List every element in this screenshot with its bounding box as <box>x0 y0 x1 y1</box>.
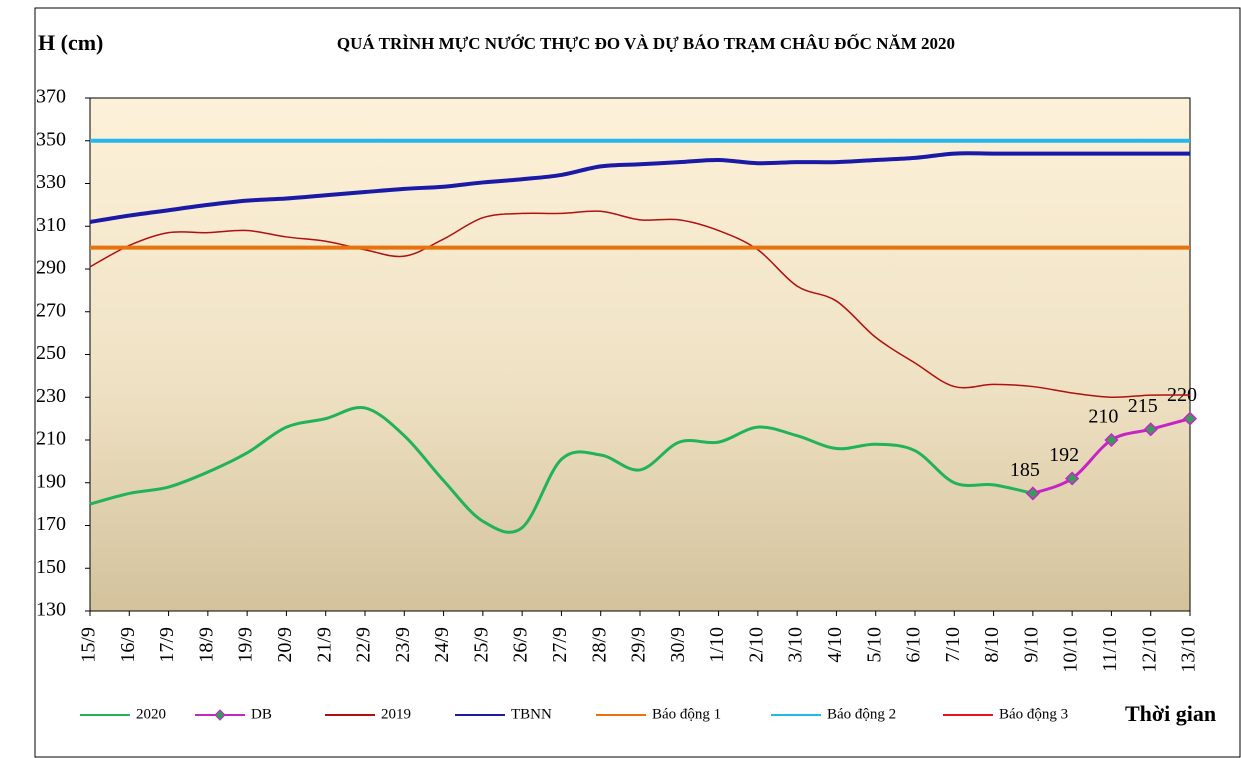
y-tick-label: 130 <box>36 599 66 621</box>
y-tick-label: 150 <box>36 556 66 578</box>
legend-label: 2019 <box>381 706 411 722</box>
data-label: 210 <box>1088 406 1118 428</box>
x-tick-label: 17/9 <box>156 627 178 663</box>
data-label: 185 <box>1010 459 1040 481</box>
x-tick-label: 7/10 <box>942 627 964 663</box>
y-tick-label: 350 <box>36 128 66 150</box>
y-axis-label: H (cm) <box>38 30 103 55</box>
series-line <box>89 210 1191 399</box>
x-tick-label: 16/9 <box>117 627 139 663</box>
series-line <box>89 151 1190 224</box>
x-tick-label: 3/10 <box>785 627 807 663</box>
x-tick-label: 27/9 <box>549 627 571 663</box>
y-tick-label: 270 <box>36 299 66 321</box>
x-tick-label: 10/10 <box>1060 627 1082 673</box>
marker <box>1104 432 1119 448</box>
x-tick-label: 25/9 <box>470 627 492 663</box>
x-tick-label: 29/9 <box>628 627 650 663</box>
x-tick-label: 11/10 <box>1099 627 1121 672</box>
x-tick-label: 9/10 <box>1020 627 1042 663</box>
x-tick-label: 13/10 <box>1178 627 1200 673</box>
marker <box>1143 422 1158 437</box>
x-tick-label: 23/9 <box>392 627 414 663</box>
x-tick-label: 30/9 <box>667 627 689 663</box>
x-tick-label: 4/10 <box>824 627 846 663</box>
x-tick-label: 24/9 <box>431 627 453 663</box>
x-axis-label: Thời gian <box>1125 701 1216 726</box>
legend-label: Báo động 3 <box>999 706 1068 722</box>
x-tick-label: 22/9 <box>353 627 375 663</box>
marker <box>1065 471 1080 486</box>
legend-label: Báo động 2 <box>827 706 896 722</box>
x-tick-label: 19/9 <box>235 627 257 663</box>
x-tick-label: 18/9 <box>195 627 217 663</box>
y-tick-label: 310 <box>36 214 66 236</box>
x-tick-label: 2/10 <box>745 627 767 663</box>
y-tick-label: 250 <box>36 342 66 364</box>
x-tick-label: 1/10 <box>706 627 728 663</box>
marker <box>1182 411 1198 426</box>
y-tick-label: 330 <box>36 171 66 193</box>
x-tick-label: 5/10 <box>863 627 885 663</box>
x-tick-label: 15/9 <box>78 627 100 663</box>
y-tick-label: 210 <box>36 428 66 450</box>
x-tick-label: 26/9 <box>510 627 532 663</box>
legend-label: DB <box>251 706 272 722</box>
y-tick-label: 370 <box>36 86 66 108</box>
x-tick-label: 20/9 <box>274 627 296 663</box>
legend-label: 2020 <box>136 706 166 722</box>
plot-area <box>89 97 1191 612</box>
data-label: 192 <box>1049 444 1079 466</box>
x-tick-label: 28/9 <box>588 627 610 663</box>
y-tick-label: 190 <box>36 470 66 492</box>
chart-title: QUÁ TRÌNH MỰC NƯỚC THỰC ĐO VÀ DỰ BÁO TRẠ… <box>337 33 955 53</box>
x-tick-label: 12/10 <box>1138 627 1160 673</box>
series-line <box>89 405 1034 534</box>
marker <box>1025 486 1040 501</box>
data-label: 215 <box>1128 395 1158 417</box>
legend-marker <box>214 709 226 721</box>
x-tick-label: 21/9 <box>313 627 335 663</box>
x-tick-label: 8/10 <box>981 627 1003 663</box>
x-tick-label: 6/10 <box>903 627 925 663</box>
y-tick-label: 230 <box>36 385 66 407</box>
legend-label: TBNN <box>511 706 552 722</box>
legend-label: Báo động 1 <box>652 706 721 722</box>
y-tick-label: 170 <box>36 513 66 535</box>
y-tick-label: 290 <box>36 257 66 279</box>
